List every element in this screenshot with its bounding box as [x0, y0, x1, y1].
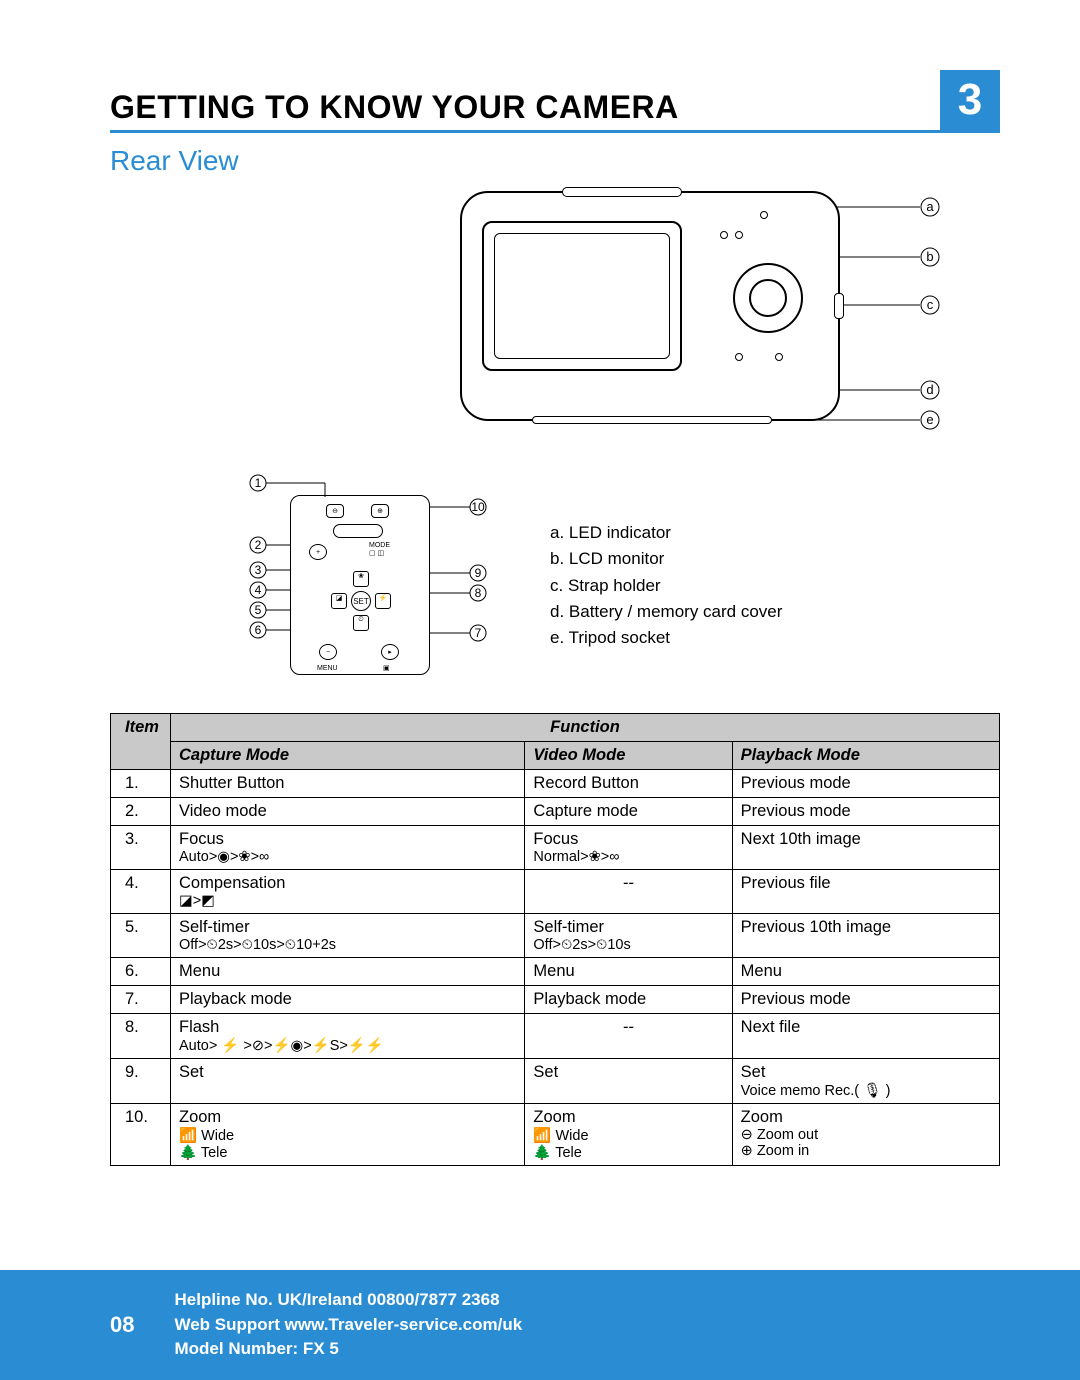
rear-view-diagram: a b c d e: [110, 185, 1000, 455]
table-row: 5.Self-timerOff>⏲2s>⏲10s>⏲10+2sSelf-time…: [111, 914, 1000, 958]
callout-b: b: [926, 249, 933, 264]
callout-a: a: [926, 199, 934, 214]
chapter-header: GETTING TO KNOW YOUR CAMERA 3: [110, 70, 1000, 133]
table-row: 10.Zoom📶 Wide🌲 TeleZoom📶 Wide🌲 TeleZoom⊖…: [111, 1104, 1000, 1166]
svg-text:3: 3: [255, 563, 262, 577]
th-item: Item: [111, 714, 171, 770]
callout-c: c: [927, 297, 934, 312]
svg-text:8: 8: [475, 586, 482, 600]
section-title: Rear View: [110, 145, 1000, 177]
svg-text:4: 4: [255, 583, 262, 597]
page-footer: 08 Helpline No. UK/Ireland 00800/7877 23…: [0, 1270, 1080, 1380]
page-number: 08: [110, 1312, 134, 1338]
camera-outline: [460, 191, 840, 421]
callout-e: e: [926, 412, 933, 427]
footer-helpline: Helpline No. UK/Ireland 00800/7877 2368: [174, 1288, 522, 1313]
table-row: 7.Playback modePlayback modePrevious mod…: [111, 986, 1000, 1014]
controls-diagram: 1 2 3 4 5 6 10 9 8: [230, 465, 510, 695]
table-row: 2.Video modeCapture modePrevious mode: [111, 798, 1000, 826]
footer-model: Model Number: FX 5: [174, 1337, 522, 1362]
chapter-title: GETTING TO KNOW YOUR CAMERA: [110, 89, 679, 126]
svg-text:7: 7: [475, 626, 482, 640]
table-row: 6.MenuMenuMenu: [111, 958, 1000, 986]
th-video: Video Mode: [525, 742, 732, 770]
function-table: Item Function Capture Mode Video Mode Pl…: [110, 713, 1000, 1166]
part-c: c. Strap holder: [550, 573, 782, 599]
th-playback: Playback Mode: [732, 742, 999, 770]
part-d: d. Battery / memory card cover: [550, 599, 782, 625]
table-row: 1.Shutter ButtonRecord ButtonPrevious mo…: [111, 770, 1000, 798]
svg-text:5: 5: [255, 603, 262, 617]
part-b: b. LCD monitor: [550, 546, 782, 572]
parts-legend: a. LED indicator b. LCD monitor c. Strap…: [550, 520, 782, 652]
svg-text:2: 2: [255, 538, 262, 552]
table-row: 4.Compensation◪>◩--Previous file: [111, 870, 1000, 914]
svg-text:6: 6: [255, 623, 262, 637]
table-row: 3.FocusAuto>◉>❀>∞FocusNormal>❀>∞Next 10t…: [111, 826, 1000, 870]
chapter-number-badge: 3: [940, 70, 1000, 130]
part-e: e. Tripod socket: [550, 625, 782, 651]
th-capture: Capture Mode: [171, 742, 525, 770]
table-row: 9.SetSetSetVoice memo Rec.( 🎙 ): [111, 1059, 1000, 1104]
svg-text:9: 9: [475, 566, 482, 580]
svg-text:10: 10: [471, 500, 485, 514]
callout-d: d: [926, 382, 933, 397]
th-function: Function: [171, 714, 1000, 742]
table-row: 8.FlashAuto> ⚡ >⊘>⚡◉>⚡S>⚡⚡--Next file: [111, 1014, 1000, 1059]
part-a: a. LED indicator: [550, 520, 782, 546]
footer-web: Web Support www.Traveler-service.com/uk: [174, 1313, 522, 1338]
svg-text:1: 1: [255, 476, 262, 490]
